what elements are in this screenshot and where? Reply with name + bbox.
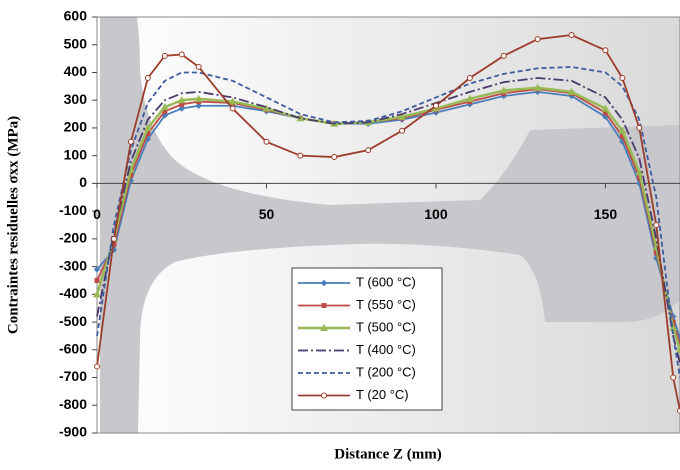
point bbox=[619, 133, 625, 139]
legend-label: T (500 °C) bbox=[356, 319, 416, 334]
point bbox=[145, 130, 151, 136]
point bbox=[127, 138, 134, 145]
point bbox=[93, 266, 101, 273]
plot-frame bbox=[96, 16, 680, 434]
point bbox=[161, 52, 168, 59]
y-tick-label: 400 bbox=[64, 63, 88, 79]
point bbox=[94, 277, 100, 283]
point bbox=[297, 152, 304, 159]
point bbox=[179, 101, 185, 107]
point bbox=[567, 87, 576, 95]
point bbox=[568, 92, 575, 100]
x-axis-title: Distance Z (mm) bbox=[334, 446, 441, 462]
point bbox=[432, 102, 439, 109]
point bbox=[533, 83, 542, 91]
point bbox=[195, 102, 202, 109]
point bbox=[128, 172, 134, 178]
y-tick-label: 600 bbox=[64, 8, 88, 24]
point bbox=[365, 147, 372, 154]
point bbox=[653, 255, 660, 262]
point bbox=[399, 127, 406, 134]
series-line bbox=[96, 77, 680, 364]
point bbox=[296, 114, 305, 122]
point bbox=[160, 103, 169, 111]
y-tick-label: -200 bbox=[59, 230, 87, 246]
point bbox=[619, 75, 626, 82]
point bbox=[534, 36, 541, 43]
point bbox=[398, 112, 407, 120]
point bbox=[178, 51, 185, 58]
point bbox=[635, 168, 644, 176]
series-line bbox=[96, 66, 680, 378]
series-line bbox=[95, 86, 680, 351]
point bbox=[331, 154, 338, 161]
point bbox=[229, 105, 236, 112]
point bbox=[178, 105, 185, 112]
point bbox=[499, 86, 508, 94]
point bbox=[618, 126, 627, 134]
point bbox=[602, 113, 609, 121]
series-line bbox=[96, 90, 680, 339]
point bbox=[110, 235, 117, 242]
y-tick-label: -400 bbox=[59, 285, 87, 301]
point bbox=[465, 94, 474, 102]
rail-profile bbox=[100, 17, 680, 433]
y-tick-label: -500 bbox=[59, 313, 87, 329]
x-tick-label: 100 bbox=[424, 206, 448, 222]
y-tick-label: -900 bbox=[59, 424, 87, 440]
point bbox=[177, 96, 186, 104]
point bbox=[262, 104, 271, 112]
y-tick-label: 300 bbox=[64, 91, 88, 107]
y-tick-label: 0 bbox=[79, 174, 87, 190]
legend-marker bbox=[320, 324, 328, 331]
y-axis-title: Contraintes residuelles σxx (MPa) bbox=[5, 116, 21, 334]
point bbox=[263, 138, 270, 145]
legend-marker bbox=[321, 303, 327, 308]
point bbox=[143, 123, 152, 131]
legend bbox=[291, 267, 443, 411]
point bbox=[677, 407, 680, 414]
y-tick-label: -600 bbox=[59, 341, 87, 357]
point bbox=[466, 75, 473, 82]
y-tick-label: 100 bbox=[64, 146, 88, 162]
point bbox=[653, 222, 660, 228]
x-tick-label: 150 bbox=[594, 206, 618, 222]
y-tick-label: 500 bbox=[64, 35, 88, 51]
legend-marker bbox=[320, 279, 328, 287]
point bbox=[676, 345, 680, 353]
x-tick-label: 50 bbox=[259, 206, 275, 222]
x-tick-label: 0 bbox=[93, 206, 101, 222]
point bbox=[602, 47, 609, 54]
point bbox=[94, 363, 100, 370]
point bbox=[602, 110, 608, 116]
legend-label: T (600 °C) bbox=[356, 274, 416, 289]
y-tick-label: -700 bbox=[59, 368, 87, 384]
point bbox=[195, 63, 202, 70]
point bbox=[636, 180, 643, 187]
point bbox=[601, 104, 610, 112]
point bbox=[194, 94, 203, 102]
point bbox=[144, 75, 151, 82]
point bbox=[568, 32, 575, 39]
point bbox=[636, 124, 643, 131]
legend-label: T (200 °C) bbox=[356, 364, 416, 379]
point bbox=[670, 374, 677, 381]
legend-label: T (400 °C) bbox=[356, 342, 416, 357]
y-tick-label: -800 bbox=[59, 396, 87, 412]
y-tick-label: 200 bbox=[64, 119, 88, 135]
point bbox=[93, 290, 101, 298]
legend-marker bbox=[321, 392, 327, 399]
point bbox=[500, 52, 507, 59]
series-line bbox=[96, 34, 680, 411]
point bbox=[162, 108, 168, 114]
point bbox=[228, 97, 237, 105]
y-tick-label: -100 bbox=[59, 202, 87, 218]
point bbox=[669, 323, 678, 331]
legend-label: T (20 °C) bbox=[356, 387, 409, 402]
y-tick-label: -300 bbox=[59, 257, 87, 273]
legend-label: T (550 °C) bbox=[356, 297, 416, 312]
